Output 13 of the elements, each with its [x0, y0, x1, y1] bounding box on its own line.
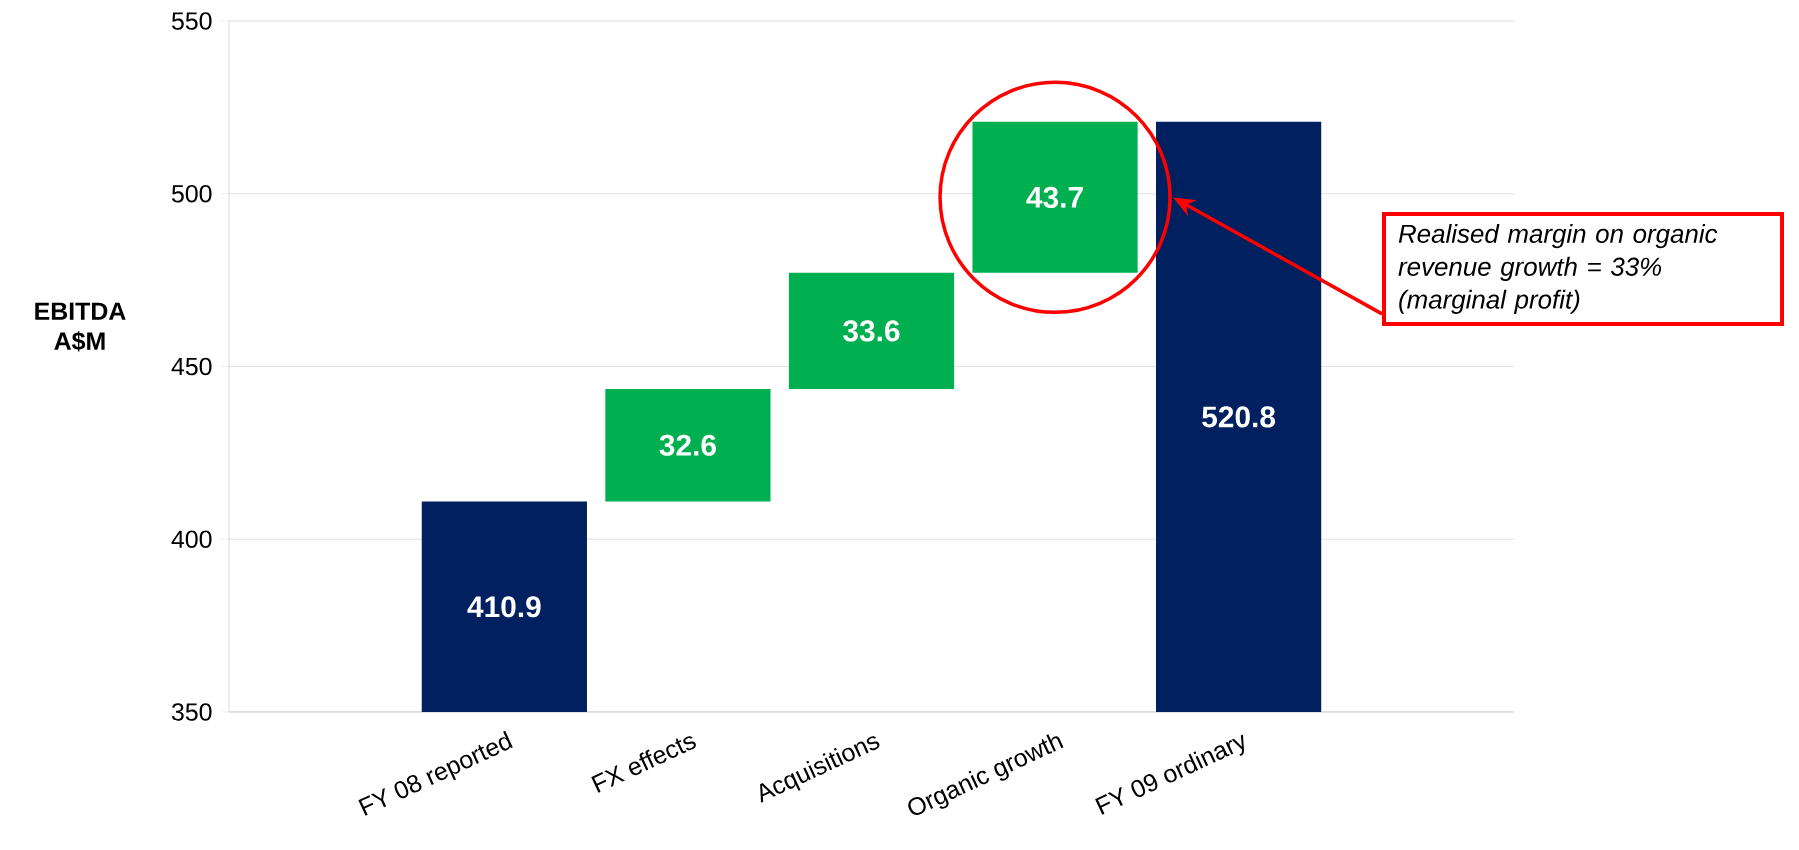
y-axis-title: EBITDA A$M [35, 302, 126, 352]
y-tick-label: 350 [171, 703, 212, 721]
y-tick-label: 500 [171, 184, 212, 203]
data-label: 43.7 [1026, 186, 1083, 208]
y-tick-label: 400 [171, 530, 212, 549]
y-tick-label: 550 [171, 12, 212, 30]
data-label: 520.8 [1202, 406, 1276, 428]
data-label: 32.6 [659, 434, 716, 456]
data-label: 410.9 [467, 596, 541, 618]
y-tick-label: 450 [171, 357, 212, 376]
data-label: 33.6 [843, 320, 900, 342]
x-tick-label: FX effects [591, 736, 696, 793]
annotation: Realised margin on organic revenue growth = 33% (marginal profit) [1398, 223, 1718, 314]
